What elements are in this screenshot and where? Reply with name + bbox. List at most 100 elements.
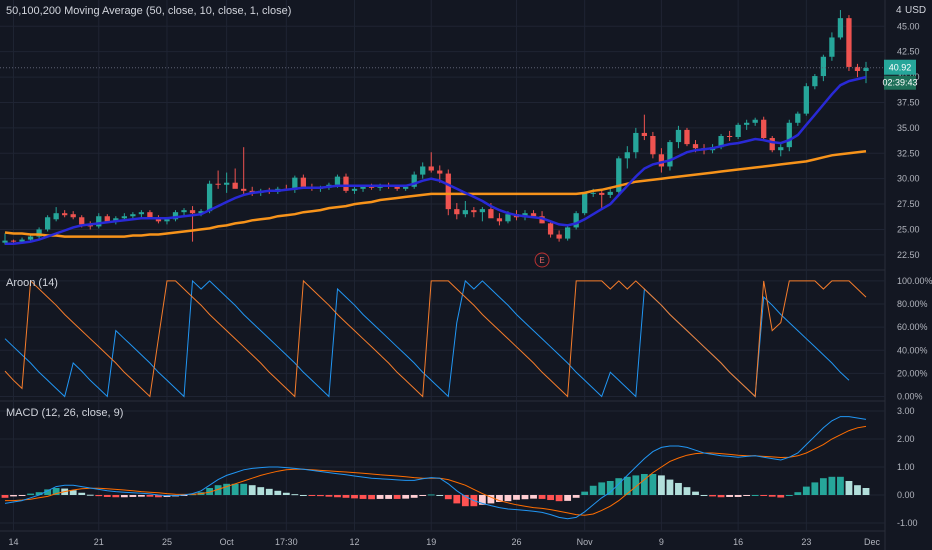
candle-body <box>454 209 460 215</box>
macd-histogram-bar <box>777 495 785 498</box>
macd-histogram-bar <box>155 495 162 498</box>
y-tick-label: 0.00% <box>897 392 923 402</box>
macd-histogram-bar <box>317 495 324 497</box>
macd-histogram-bar <box>496 495 503 502</box>
macd-histogram-bar <box>393 495 401 499</box>
candle-body <box>130 214 136 217</box>
candle-body <box>795 113 801 123</box>
time-tick-label: 17:30 <box>275 537 298 547</box>
candle-body <box>19 239 25 242</box>
scale-number[interactable]: 4 <box>896 5 902 16</box>
price-legend[interactable]: 50,100,200 Moving Average (50, close, 10… <box>6 5 292 17</box>
macd-histogram-bar <box>615 478 623 495</box>
macd-histogram-bar <box>632 475 640 495</box>
candle-body <box>752 119 758 123</box>
candle-body <box>53 213 59 220</box>
time-tick-label: 26 <box>511 537 521 547</box>
y-tick-label: 1.00 <box>897 462 915 472</box>
macd-histogram-bar <box>282 492 290 495</box>
candle-body <box>198 211 204 214</box>
macd-histogram-bar <box>623 476 631 495</box>
macd-histogram-bar <box>436 495 444 496</box>
macd-histogram-bar <box>547 495 554 501</box>
candle-body <box>445 173 451 210</box>
macd-histogram-bar <box>376 495 384 499</box>
y-tick-label: 40.00% <box>897 345 928 355</box>
macd-histogram-bar <box>402 495 410 499</box>
aroon-up-line <box>4 279 867 398</box>
candle-body <box>232 182 238 189</box>
macd-histogram-bar <box>342 495 350 498</box>
macd-histogram-bar <box>845 481 853 495</box>
candle-body <box>837 18 844 38</box>
candle-body <box>27 236 34 240</box>
time-tick-label: Nov <box>577 537 594 547</box>
candle-body <box>658 154 665 167</box>
macd-histogram-bar <box>359 495 367 499</box>
macd-histogram-bar <box>325 495 333 497</box>
candle-body <box>479 209 486 213</box>
aroon-pane[interactable] <box>4 279 867 398</box>
time-tick-label: 12 <box>350 537 360 547</box>
macd-histogram-bar <box>180 495 188 496</box>
macd-histogram-bar <box>666 479 674 495</box>
macd-histogram-bar <box>453 495 461 504</box>
candle-body <box>846 18 852 67</box>
candle-body <box>437 170 443 174</box>
macd-pane[interactable] <box>1 416 870 520</box>
moving-average-10-line <box>5 75 867 245</box>
currency-label[interactable]: USD <box>905 5 927 16</box>
macd-histogram-bar <box>265 488 273 495</box>
candle-body <box>2 240 8 243</box>
earnings-marker <box>534 252 550 268</box>
countdown-tag <box>884 75 916 90</box>
candle-body <box>428 166 434 171</box>
y-tick-label: 35.00 <box>897 123 920 133</box>
candle-body <box>778 147 784 151</box>
candle-body <box>471 210 477 213</box>
macd-histogram-bar <box>862 488 870 495</box>
macd-histogram-bar <box>734 495 742 497</box>
macd-histogram-bar <box>308 495 316 496</box>
candle-body <box>530 213 537 217</box>
time-tick-label: 9 <box>659 537 664 547</box>
macd-histogram-bar <box>461 495 469 507</box>
macd-histogram-bar <box>692 491 699 495</box>
macd-histogram-bar <box>257 487 265 495</box>
candle-body <box>488 209 494 219</box>
macd-histogram-bar <box>538 495 546 499</box>
macd-histogram-bar <box>521 495 529 500</box>
candle-body <box>812 76 818 87</box>
macd-histogram-bar <box>743 495 751 496</box>
macd-histogram-bar <box>589 485 597 495</box>
y-tick-label: 27.50 <box>897 199 920 209</box>
macd-histogram-bar <box>598 482 606 495</box>
time-tick-label: 14 <box>9 537 19 547</box>
macd-histogram-bar <box>52 488 60 495</box>
candle-body <box>505 214 511 222</box>
macd-histogram-bar <box>760 495 768 496</box>
y-tick-label: 0.00 <box>897 490 915 500</box>
candle-body <box>786 122 792 148</box>
candle-body <box>829 37 835 57</box>
candle-body <box>650 135 656 155</box>
aroon-legend[interactable]: Aroon (14) <box>6 277 58 289</box>
macd-histogram-bar <box>427 494 435 496</box>
candle-body <box>189 210 196 214</box>
macd-legend[interactable]: MACD (12, 26, close, 9) <box>6 407 124 419</box>
macd-histogram-bar <box>717 495 725 498</box>
candle-body <box>692 144 699 149</box>
macd-histogram-bar <box>146 495 154 497</box>
candle-body <box>394 186 400 189</box>
time-tick-label: Dec <box>864 537 881 547</box>
price-pane[interactable]: E <box>0 10 885 268</box>
candle-body <box>343 176 349 191</box>
macd-histogram-bar <box>351 495 358 499</box>
macd-histogram-bar <box>95 495 103 497</box>
candle-body <box>761 119 767 139</box>
macd-histogram-bar <box>640 474 648 495</box>
candle-body <box>556 234 562 239</box>
candle-body <box>420 166 426 175</box>
macd-histogram-bar <box>10 495 17 497</box>
